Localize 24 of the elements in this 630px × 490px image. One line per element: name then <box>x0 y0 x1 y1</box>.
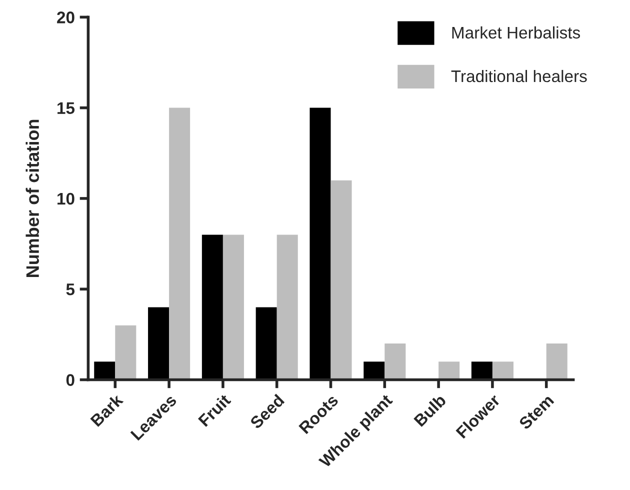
bar <box>492 362 514 380</box>
bar <box>202 234 223 380</box>
bar <box>384 343 406 380</box>
bar <box>148 307 170 380</box>
bar <box>94 362 116 380</box>
bar <box>276 234 298 380</box>
y-tick-label: 15 <box>58 102 75 114</box>
bar <box>256 307 277 380</box>
y-tick-label: 0 <box>66 374 74 386</box>
y-axis-title: Number of citation <box>26 120 40 277</box>
bar <box>471 362 492 380</box>
bar <box>169 108 190 380</box>
bar <box>364 362 385 380</box>
legend-label: Traditional healers <box>451 70 587 82</box>
bar <box>330 180 352 380</box>
legend-label: Market Herbalists <box>452 26 580 39</box>
bar <box>438 362 460 380</box>
bar <box>115 325 136 380</box>
y-tick-label: 20 <box>57 12 74 24</box>
bar <box>222 234 244 380</box>
y-tick-label: 10 <box>58 192 74 205</box>
bar <box>546 343 568 380</box>
bar <box>310 108 331 380</box>
y-tick-label: 5 <box>66 284 75 296</box>
